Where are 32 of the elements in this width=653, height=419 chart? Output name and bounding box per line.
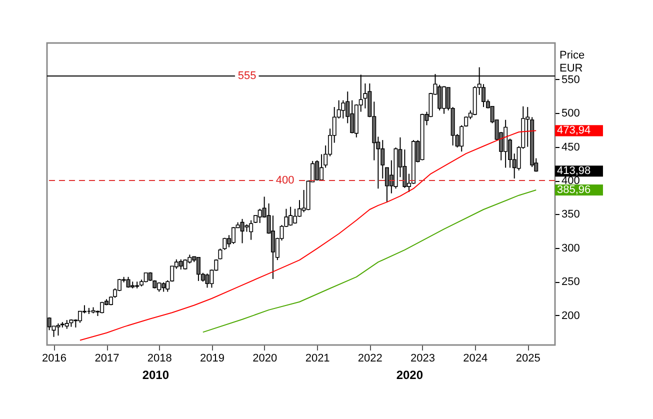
x-tick-label: 2022	[358, 352, 382, 364]
x-tick-label: 2025	[516, 352, 540, 364]
x-tick-label: 2016	[42, 352, 67, 364]
candlestick	[222, 237, 227, 250]
y-axis-title: Price EUR	[560, 50, 585, 74]
x-tick-label: 2021	[305, 352, 330, 364]
y-tick-label: 500	[562, 108, 580, 120]
line-series	[80, 130, 537, 341]
text: 2020	[396, 368, 424, 382]
y-tick-label: 250	[562, 276, 580, 288]
y-tick-label: 350	[562, 208, 580, 221]
text: 2010	[142, 368, 170, 382]
x-tick-label: 2019	[200, 352, 224, 364]
x-tick-label: 2023	[410, 352, 436, 364]
y-tick-label: 200	[562, 310, 580, 322]
annotation: 473,94	[557, 124, 591, 137]
x-tick-label: 2017	[94, 352, 120, 364]
candlestick	[56, 322, 60, 336]
line-series	[202, 189, 537, 333]
candlestick	[205, 273, 210, 288]
candlestick	[240, 218, 244, 244]
annotation: 413,98	[557, 165, 591, 178]
y-tick-label: 300	[562, 242, 580, 254]
annotation: 385,96	[557, 184, 591, 196]
x-tick-label: 2018	[147, 352, 172, 364]
y-tick-label: 450	[562, 141, 580, 154]
y-tick-label: 550	[562, 74, 580, 86]
candlestick	[341, 100, 346, 119]
x-tick-label: 2024	[463, 352, 488, 364]
x-tick-label: 2020	[252, 352, 278, 364]
candlestick	[178, 258, 183, 270]
candlestick	[218, 248, 222, 260]
